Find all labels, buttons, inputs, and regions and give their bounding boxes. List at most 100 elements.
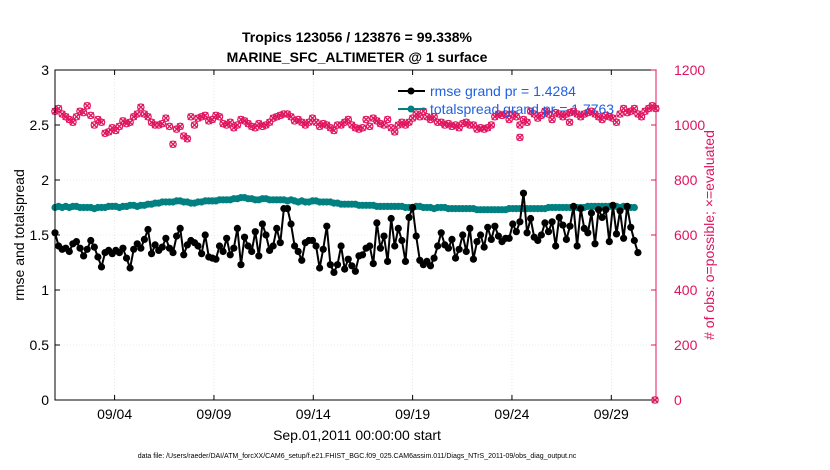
obs-possible-point (90, 121, 99, 129)
legend-marker-totalspread (407, 105, 415, 113)
rmse-point (476, 231, 485, 239)
rmse-point (519, 189, 528, 197)
rmse-point (584, 229, 592, 237)
rmse-point (591, 240, 599, 248)
obs-possible-point (562, 110, 571, 118)
obs-possible-point (358, 123, 367, 132)
rmse-point (90, 243, 98, 251)
obs-possible-point (190, 121, 199, 129)
obs-possible-point (380, 121, 388, 129)
obs-possible-point (584, 108, 592, 117)
obs-evaluated-point (616, 110, 624, 118)
rmse-point (373, 219, 381, 227)
obs-evaluated-point (505, 116, 513, 123)
obs-possible-point (376, 119, 385, 128)
rmse-point (126, 264, 134, 272)
tick-label-left: 2.5 (30, 117, 50, 133)
obs-possible-point (390, 128, 399, 136)
series-rmse (51, 189, 642, 276)
series-totalspread (51, 194, 638, 214)
rmse-point (158, 243, 166, 251)
rmse-point (80, 252, 88, 260)
data-file-footer: data file: /Users/raeder/DAI/ATM_forcXX/… (138, 453, 577, 460)
rmse-point (544, 228, 553, 236)
obs-possible-point (476, 123, 485, 132)
obs-evaluated-point (548, 116, 556, 123)
obs-evaluated-point (630, 105, 638, 112)
obs-possible-point (362, 115, 370, 124)
rmse-point (130, 245, 138, 253)
rmse-point (194, 242, 202, 250)
obs-evaluated-point (487, 121, 495, 129)
obs-possible-point (566, 108, 574, 117)
x-axis-label: Sep.01,2011 00:00:00 start (273, 427, 441, 443)
rmse-point (487, 235, 495, 243)
obs-evaluated-point (366, 122, 374, 130)
rmse-point (147, 250, 156, 258)
rmse-point (97, 263, 106, 271)
obs-possible-point (115, 122, 124, 131)
tick-label-right: 200 (674, 337, 698, 353)
obs-possible-point (269, 114, 277, 122)
rmse-point (383, 257, 392, 265)
rmse-point (176, 224, 184, 232)
rmse-point (283, 205, 292, 213)
rmse-point (623, 202, 631, 210)
obs-evaluated-point (502, 110, 510, 118)
obs-possible-point (122, 119, 131, 128)
obs-possible-point (154, 121, 163, 129)
tick-label-left: 1.5 (30, 227, 50, 243)
rmse-point (312, 242, 320, 250)
obs-possible-point (101, 129, 109, 138)
obs-evaluated-point (176, 122, 184, 130)
obs-evaluated-point (87, 111, 95, 119)
obs-evaluated-point (391, 128, 399, 136)
obs-possible-point (319, 119, 328, 128)
obs-possible-point (72, 112, 81, 121)
rmse-point (616, 207, 624, 215)
y-axis-right-label: # of obs: o=possible; ×=evaluated (701, 130, 717, 340)
rmse-point (248, 247, 256, 256)
obs-possible-point (86, 111, 95, 120)
rmse-point (523, 229, 531, 237)
obs-possible-point (76, 107, 84, 116)
rmse-point (369, 260, 377, 268)
legend-marker-rmse (407, 87, 415, 95)
tick-label-left: 3 (41, 62, 49, 78)
obs-evaluated-point (545, 110, 552, 118)
rmse-point (144, 225, 152, 234)
obs-possible-point (548, 115, 556, 124)
obs-possible-point (272, 112, 281, 121)
rmse-point (387, 214, 395, 223)
rmse-point (548, 218, 556, 226)
obs-evaluated-point (55, 105, 63, 112)
rmse-point (72, 238, 81, 246)
obs-possible-point (247, 122, 256, 131)
rmse-point (577, 205, 585, 213)
tick-label-left: 2 (41, 172, 49, 188)
obs-possible-point (441, 121, 449, 129)
obs-possible-point (237, 115, 245, 124)
obs-evaluated-point (187, 113, 195, 121)
obs-evaluated-point (330, 127, 338, 134)
legend-entry-totalspread: totalspread grand pr = 1.7763 (398, 101, 614, 117)
obs-possible-point (637, 112, 646, 121)
rmse-point (298, 256, 306, 264)
obs-possible-point (97, 118, 106, 127)
rmse-point (587, 209, 596, 217)
rmse-point (569, 202, 578, 210)
obs-evaluated-point (183, 135, 191, 143)
rmse-point (269, 242, 277, 250)
legend-entry-rmse: rmse grand pr = 1.4284 (398, 83, 576, 99)
legend: rmse grand pr = 1.4284 totalspread grand… (398, 83, 614, 117)
rmse-point (437, 229, 445, 237)
obs-possible-point (448, 122, 456, 131)
obs-evaluated-point (233, 121, 241, 129)
rmse-point (323, 222, 331, 230)
tick-label-right: 0 (674, 392, 682, 408)
rmse-point (215, 242, 224, 250)
rmse-point (534, 236, 542, 245)
rmse-point (566, 222, 574, 230)
obs-evaluated-point (566, 118, 574, 126)
obs-evaluated-point (162, 114, 170, 122)
